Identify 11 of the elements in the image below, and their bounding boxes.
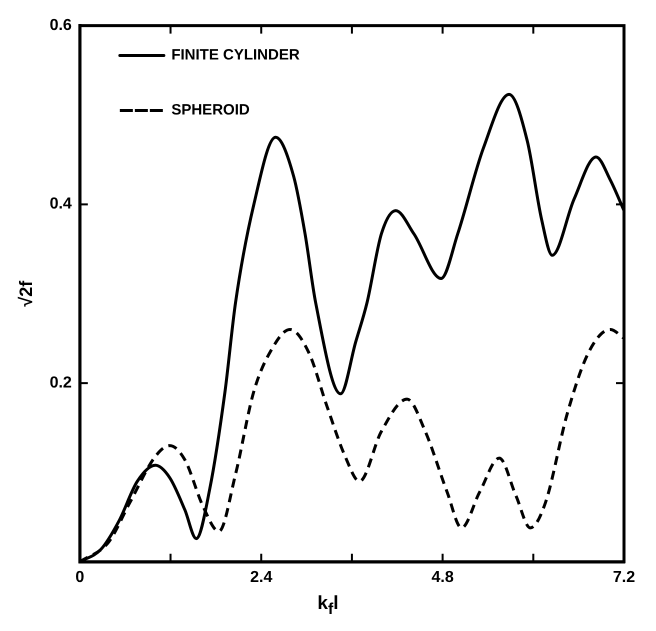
y-axis-title: √2f xyxy=(16,280,36,307)
legend-label: FINITE CYLINDER xyxy=(171,46,300,64)
x-tick-label: 4.8 xyxy=(431,568,454,586)
y-tick-label: 0.6 xyxy=(50,17,72,34)
x-tick-label: 2.4 xyxy=(250,568,272,586)
x-tick-label: 7.2 xyxy=(612,568,636,586)
legend-label: SPHEROID xyxy=(171,102,250,119)
y-tick-label: 0.2 xyxy=(50,374,72,392)
x-axis-title: k$_{f}$l xyxy=(317,593,339,618)
x-tick-label: 0 xyxy=(75,568,84,586)
y-tick-label: 0.4 xyxy=(50,196,72,213)
